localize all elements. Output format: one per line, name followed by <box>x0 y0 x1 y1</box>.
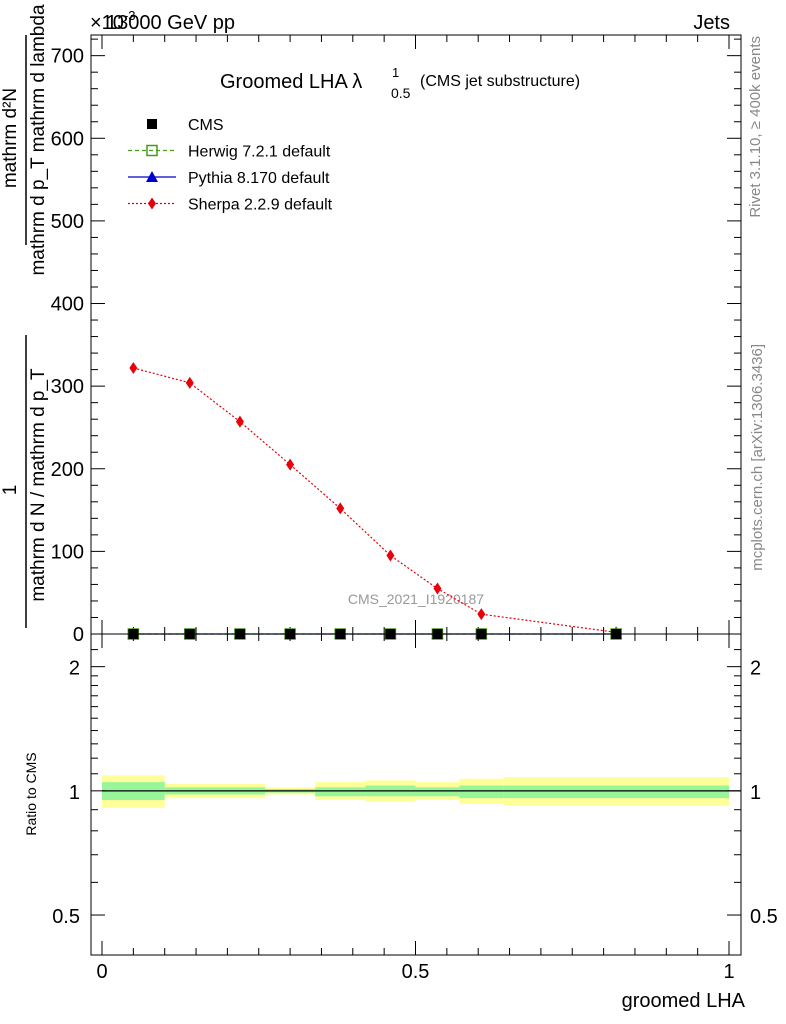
ratio-y-tick-label: 2 <box>69 658 80 680</box>
data-point <box>477 608 486 621</box>
x-axis-label: groomed LHA <box>622 990 746 1012</box>
ylabel-denominator: mathrm d p_T mathrm d lambda <box>28 4 49 275</box>
main-ylabel: mathrm d²N mathrm d p_T mathrm d lambda … <box>0 4 49 628</box>
rivet-label: Rivet 3.1.10, ≥ 400k events <box>747 36 764 218</box>
ratio-y-tick-label-right: 1 <box>750 782 761 804</box>
legend-marker <box>146 144 158 157</box>
title-subscript: 0.5 <box>391 85 411 101</box>
data-point <box>185 376 194 389</box>
y-tick-label: 500 <box>51 211 84 233</box>
legend-marker <box>146 171 158 182</box>
chart-title: Groomed LHA λ <box>220 71 362 93</box>
y-tick-label: 400 <box>51 294 84 316</box>
legend-entry: Sherpa 2.2.9 default <box>188 197 333 214</box>
ratio-y-tick-label-right: 2 <box>750 658 761 680</box>
data-point <box>286 458 295 471</box>
y-tick-label: 0 <box>73 624 84 646</box>
ylabel-prefix-denominator: mathrm d N / mathrm d p_T <box>28 368 49 602</box>
data-point <box>129 361 138 374</box>
watermark: CMS_2021_I1920187 <box>348 591 484 607</box>
ratio-ylabel: Ratio to CMS <box>23 752 39 835</box>
data-point <box>235 415 244 428</box>
ratio-panel: 0.5 0.5 1 1 2 2 0 0.5 1 Ratio to CMS groomed LH… <box>23 633 778 1012</box>
energy-label: 13000 GeV pp <box>106 12 235 34</box>
ratio-stat-band <box>503 785 729 799</box>
legend-marker <box>147 119 157 129</box>
data-point <box>433 582 442 595</box>
mcplots-label: mcplots.cern.ch [arXiv:1306.3436] <box>749 344 766 571</box>
ratio-stat-band <box>315 787 366 797</box>
legend-marker <box>148 197 156 210</box>
chart-subtitle: (CMS jet substructure) <box>420 73 580 90</box>
legend: CMS Herwig 7.2.1 default Pythia 8.170 defa… <box>128 117 333 214</box>
x-tick-label: 0 <box>96 961 107 983</box>
x-tick-label: 1 <box>723 961 734 983</box>
legend-entry: Herwig 7.2.1 default <box>188 144 331 161</box>
ylabel-prefix-numerator: 1 <box>0 485 21 496</box>
x-tick-label: 0.5 <box>402 961 430 983</box>
title-superscript: 1 <box>392 65 399 80</box>
legend-entry: Pythia 8.170 default <box>188 170 330 187</box>
ratio-y-tick-label-right: 0.5 <box>750 906 778 928</box>
data-point <box>386 549 395 562</box>
y-tick-label: 300 <box>51 376 84 398</box>
y-tick-label: 700 <box>51 46 84 68</box>
process-label: Jets <box>693 12 730 34</box>
legend-entry: CMS <box>188 117 224 134</box>
y-tick-label: 200 <box>51 459 84 481</box>
exponent-label: ×10-3 <box>90 8 136 34</box>
ratio-y-tick-label: 1 <box>69 782 80 804</box>
ratio-stat-band <box>415 787 460 797</box>
ylabel-numerator: mathrm d²N <box>0 88 21 188</box>
data-point <box>336 502 345 515</box>
y-tick-label: 600 <box>51 128 84 150</box>
ratio-y-tick-label: 0.5 <box>52 906 80 928</box>
y-tick-label: 100 <box>51 541 84 563</box>
ratio-stat-band <box>459 785 504 799</box>
